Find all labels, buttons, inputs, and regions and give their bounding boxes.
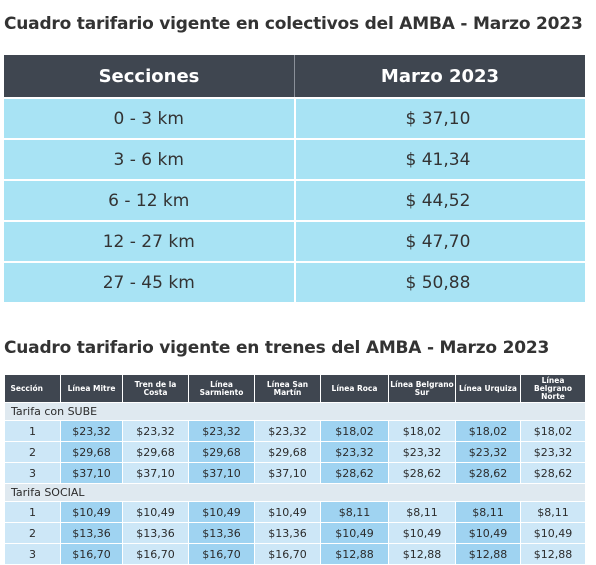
cell: $13,36 — [60, 522, 123, 544]
cell: $29,68 — [188, 441, 255, 463]
header-cell: Línea Belgrano Norte — [520, 375, 586, 403]
cell: $10,49 — [455, 522, 521, 544]
cell: 3 — [4, 543, 61, 565]
cell: $13,36 — [122, 522, 189, 544]
row: 1 $23,32 $23,32 $23,32 $23,32 $18,02 $18,02 $18… — [4, 420, 586, 442]
header-row: Sección Línea Mitre Tren de la Costa Línea … — [4, 375, 586, 403]
cell: $28,62 — [388, 462, 456, 484]
cell: $23,32 — [320, 441, 389, 463]
cell: $29,68 — [122, 441, 189, 463]
cell: $23,32 — [455, 441, 521, 463]
cell: $13,36 — [254, 522, 321, 544]
cell: $23,32 — [520, 441, 586, 463]
row: 12 - 27 km $ 47,70 — [4, 220, 585, 262]
cell: 0 - 3 km — [4, 97, 296, 139]
header-cell: Marzo 2023 — [294, 55, 585, 98]
header-cell: Línea Sarmiento — [188, 375, 255, 403]
cell: 2 — [4, 522, 61, 544]
cell: $23,32 — [388, 441, 456, 463]
cell: $ 41,34 — [294, 138, 585, 180]
cell: $37,10 — [188, 462, 255, 484]
cell: 12 - 27 km — [4, 220, 296, 262]
cell: $10,49 — [388, 522, 456, 544]
cell: $ 37,10 — [294, 97, 585, 139]
group-row: Tarifa SOCIAL — [4, 483, 586, 502]
group-label: Tarifa SOCIAL — [4, 483, 586, 502]
cell: $18,02 — [520, 420, 586, 442]
header-cell: Línea Roca — [320, 375, 389, 403]
cell: $10,49 — [60, 501, 123, 523]
bus-fare-table: Secciones Marzo 2023 0 - 3 km $ 37,10 3 - 6 … — [4, 55, 585, 302]
row: 3 - 6 km $ 41,34 — [4, 138, 585, 180]
header-cell: Tren de la Costa — [122, 375, 189, 403]
cell: $8,11 — [520, 501, 586, 523]
cell: $28,62 — [520, 462, 586, 484]
cell: $16,70 — [188, 543, 255, 565]
cell: $10,49 — [254, 501, 321, 523]
row: 2 $29,68 $29,68 $29,68 $29,68 $23,32 $23,32 $23… — [4, 441, 586, 463]
row: 27 - 45 km $ 50,88 — [4, 261, 585, 302]
cell: $ 44,52 — [294, 179, 585, 221]
cell: $8,11 — [455, 501, 521, 523]
header-cell: Línea Urquiza — [455, 375, 521, 403]
row: 2 $13,36 $13,36 $13,36 $13,36 $10,49 $10,49 $10… — [4, 522, 586, 544]
cell: $10,49 — [520, 522, 586, 544]
cell: 1 — [4, 420, 61, 442]
cell: 3 - 6 km — [4, 138, 296, 180]
cell: $28,62 — [455, 462, 521, 484]
title: Cuadro tarifario vigente en trenes del A… — [4, 338, 550, 358]
row: 6 - 12 km $ 44,52 — [4, 179, 585, 221]
cell: $10,49 — [122, 501, 189, 523]
cell: $37,10 — [254, 462, 321, 484]
cell: $8,11 — [320, 501, 389, 523]
cell: $16,70 — [122, 543, 189, 565]
cell: $12,88 — [320, 543, 389, 565]
cell: $10,49 — [320, 522, 389, 544]
cell: 3 — [4, 462, 61, 484]
train-fare-table: Sección Línea Mitre Tren de la Costa Línea … — [4, 375, 586, 565]
cell: $18,02 — [320, 420, 389, 442]
cell: $12,88 — [520, 543, 586, 565]
cell: 2 — [4, 441, 61, 463]
row: 0 - 3 km $ 37,10 — [4, 97, 585, 139]
header-row: Secciones Marzo 2023 — [4, 55, 585, 98]
cell: $37,10 — [122, 462, 189, 484]
cell: $13,36 — [188, 522, 255, 544]
cell: $28,62 — [320, 462, 389, 484]
cell: $8,11 — [388, 501, 456, 523]
cell: $23,32 — [254, 420, 321, 442]
cell: $12,88 — [388, 543, 456, 565]
header-cell: Línea Belgrano Sur — [388, 375, 456, 403]
cell: $18,02 — [455, 420, 521, 442]
cell: $12,88 — [455, 543, 521, 565]
header-cell: Secciones — [4, 55, 295, 98]
group-row: Tarifa con SUBE — [4, 402, 586, 421]
cell: $23,32 — [60, 420, 123, 442]
cell: $29,68 — [60, 441, 123, 463]
row: 3 $16,70 $16,70 $16,70 $16,70 $12,88 $12,88 $12… — [4, 543, 586, 565]
cell: $ 47,70 — [294, 220, 585, 262]
cell: $23,32 — [122, 420, 189, 442]
cell: $37,10 — [60, 462, 123, 484]
cell: 27 - 45 km — [4, 261, 296, 302]
row: 1 $10,49 $10,49 $10,49 $10,49 $8,11 $8,11 $8,11… — [4, 501, 586, 523]
header-cell: Sección — [4, 375, 61, 403]
cell: $29,68 — [254, 441, 321, 463]
cell: $23,32 — [188, 420, 255, 442]
header-cell: Línea Mitre — [60, 375, 123, 403]
group-label: Tarifa con SUBE — [4, 402, 586, 421]
cell: 6 - 12 km — [4, 179, 296, 221]
cell: $ 50,88 — [294, 261, 585, 302]
cell: $16,70 — [60, 543, 123, 565]
row: 3 $37,10 $37,10 $37,10 $37,10 $28,62 $28,62 $28… — [4, 462, 586, 484]
title: Cuadro tarifario vigente en colectivos d… — [4, 14, 583, 34]
cell: 1 — [4, 501, 61, 523]
header-cell: Línea San Martín — [254, 375, 321, 403]
cell: $18,02 — [388, 420, 456, 442]
cell: $16,70 — [254, 543, 321, 565]
cell: $10,49 — [188, 501, 255, 523]
